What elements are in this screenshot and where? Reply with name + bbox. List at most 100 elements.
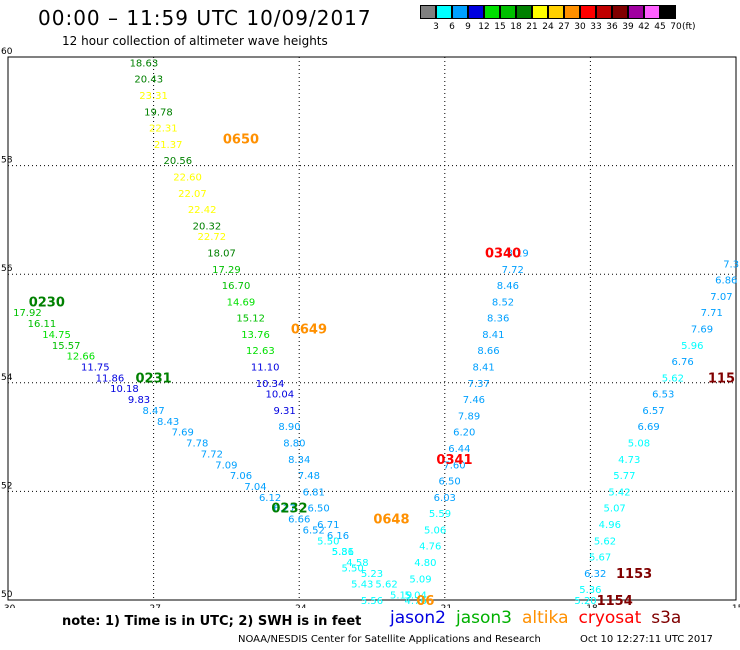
wave-height-altika: 10.34 xyxy=(256,379,285,390)
y-tick-label: 56 xyxy=(1,264,13,274)
wave-height-altika: 6.16 xyxy=(327,531,349,542)
wave-height-s3a: 5.67 xyxy=(589,553,611,564)
x-tick-label: -18 xyxy=(583,604,598,608)
legend-swatch xyxy=(596,5,612,19)
wave-height-cryosat: 7.89 xyxy=(458,411,480,422)
wave-height-jason3: 15.57 xyxy=(52,341,81,352)
legend-swatch xyxy=(468,5,484,19)
wave-height-altika: 16.70 xyxy=(222,281,251,292)
wave-height-altika: 14.69 xyxy=(227,297,256,308)
pass-time-label: 0230 xyxy=(29,295,65,310)
wave-height-altika: 22.60 xyxy=(173,172,202,183)
wave-height-altika: 9.31 xyxy=(274,406,296,417)
wave-height-cryosat: 8.66 xyxy=(477,346,499,357)
wave-height-altika: 10.04 xyxy=(265,390,294,401)
wave-height-cryosat: 5.09 xyxy=(409,574,431,585)
legend-label: 33 xyxy=(590,22,602,32)
wave-height-altika: 19.78 xyxy=(144,107,173,118)
legend-label: 18 xyxy=(510,22,522,32)
wave-height-altika: 7.48 xyxy=(298,471,320,482)
wave-height-jason3: 6.27 xyxy=(274,504,296,515)
wave-height-altika: 6.50 xyxy=(307,504,329,515)
satellite-s3a: s3a xyxy=(651,608,682,628)
wave-height-cryosat: 8.36 xyxy=(487,314,509,325)
wave-height-altika: 22.72 xyxy=(198,232,227,243)
generation-timestamp: Oct 10 12:27:11 UTC 2017 xyxy=(580,634,713,645)
legend-swatch xyxy=(516,5,532,19)
pass-time-label: 1153 xyxy=(616,567,652,582)
pass-time-label: 0648 xyxy=(373,513,409,528)
satellite-legend: jason2 jason3 altika cryosat s3a xyxy=(390,608,691,628)
wave-height-cryosat: 6.03 xyxy=(434,493,456,504)
wave-height-jason3: 14.75 xyxy=(42,330,71,341)
legend-unit: (ft) xyxy=(682,22,696,32)
wave-height-altika: 6.81 xyxy=(303,487,325,498)
legend-label: 27 xyxy=(558,22,570,32)
wave-height-cryosat: 8.41 xyxy=(482,330,504,341)
wave-height-s3a: 4.96 xyxy=(599,520,621,531)
pass-time-label: 0231 xyxy=(136,371,172,386)
wave-height-altika: 18.07 xyxy=(207,248,236,259)
plot-frame xyxy=(7,56,737,601)
wave-height-cryosat: 8.41 xyxy=(472,363,494,374)
wave-height-cryosat: 5.59 xyxy=(429,509,451,520)
wave-height-jason3: 7.04 xyxy=(244,482,266,493)
wave-height-jason3: 6.12 xyxy=(259,493,281,504)
legend-swatch xyxy=(452,5,468,19)
wave-height-s3a: 7.71 xyxy=(701,308,723,319)
wave-height-altika: 12.63 xyxy=(246,346,275,357)
y-tick-label: 52 xyxy=(1,481,12,491)
legend-label: 45 xyxy=(654,22,666,32)
wave-height-altika: 22.42 xyxy=(188,205,217,216)
wave-height-s3a: 5.77 xyxy=(613,471,635,482)
satellite-cryosat: cryosat xyxy=(578,608,642,628)
wave-height-s3a: 5.62 xyxy=(662,373,684,384)
wave-height-altika: 20.32 xyxy=(193,221,222,232)
satellite-jason2: jason2 xyxy=(390,608,446,628)
wave-height-altika: 20.56 xyxy=(164,156,193,167)
wave-height-altika: 20.43 xyxy=(134,75,163,86)
pass-time-label: 0340 xyxy=(485,246,521,261)
pass-time-label: 0232 xyxy=(271,502,307,517)
x-tick-label: -30 xyxy=(1,604,16,608)
legend-label: 30 xyxy=(574,22,586,32)
wave-height-jason3: 10.18 xyxy=(110,384,139,395)
wave-height-cryosat: 4.80 xyxy=(414,558,436,569)
wave-height-cryosat: 5.06 xyxy=(424,525,446,536)
wave-height-altika: 13.76 xyxy=(241,330,270,341)
wave-height-jason3: 8.47 xyxy=(142,406,164,417)
wave-height-jason3: 6.52 xyxy=(303,525,325,536)
wave-height-altika: 5.43 xyxy=(351,580,373,591)
wave-height-s3a: 7.07 xyxy=(710,292,732,303)
legend-label: 12 xyxy=(478,22,490,32)
wave-height-jason3: 8.43 xyxy=(157,417,179,428)
wave-height-s3a: 5.62 xyxy=(594,536,616,547)
legend-swatch xyxy=(548,5,564,19)
wave-height-altika: 15.12 xyxy=(236,314,265,325)
legend-swatch xyxy=(420,5,436,19)
pass-time-label: 1154 xyxy=(597,594,633,608)
legend-label: 21 xyxy=(526,22,538,32)
satellite-altika: altika xyxy=(522,608,569,628)
pass-time-label: 115 xyxy=(708,371,735,386)
wave-height-altika: 17.29 xyxy=(212,265,241,276)
y-tick-label: 50 xyxy=(1,590,13,600)
wave-height-jason3: 7.78 xyxy=(186,439,208,450)
legend-swatch xyxy=(612,5,628,19)
legend-swatch xyxy=(532,5,548,19)
legend-label: 36 xyxy=(606,22,618,32)
wave-height-altika: 18.63 xyxy=(130,58,159,69)
wave-height-cryosat: 5.04 xyxy=(405,591,427,602)
legend-swatch xyxy=(660,5,676,19)
wave-height-cryosat: 7.46 xyxy=(463,395,485,406)
legend-label: 24 xyxy=(542,22,554,32)
wave-height-s3a: 5.36 xyxy=(579,585,601,596)
wave-height-jason3: 5.62 xyxy=(375,580,397,591)
pass-time-label: 06 xyxy=(416,594,434,608)
y-tick-label: 60 xyxy=(1,47,13,57)
legend-label: 6 xyxy=(449,22,455,32)
wave-height-s3a: 5.07 xyxy=(604,504,626,515)
pass-time-label: 0650 xyxy=(223,132,259,147)
legend-label: 70 xyxy=(670,22,682,32)
x-tick-label: -15 xyxy=(729,604,740,608)
